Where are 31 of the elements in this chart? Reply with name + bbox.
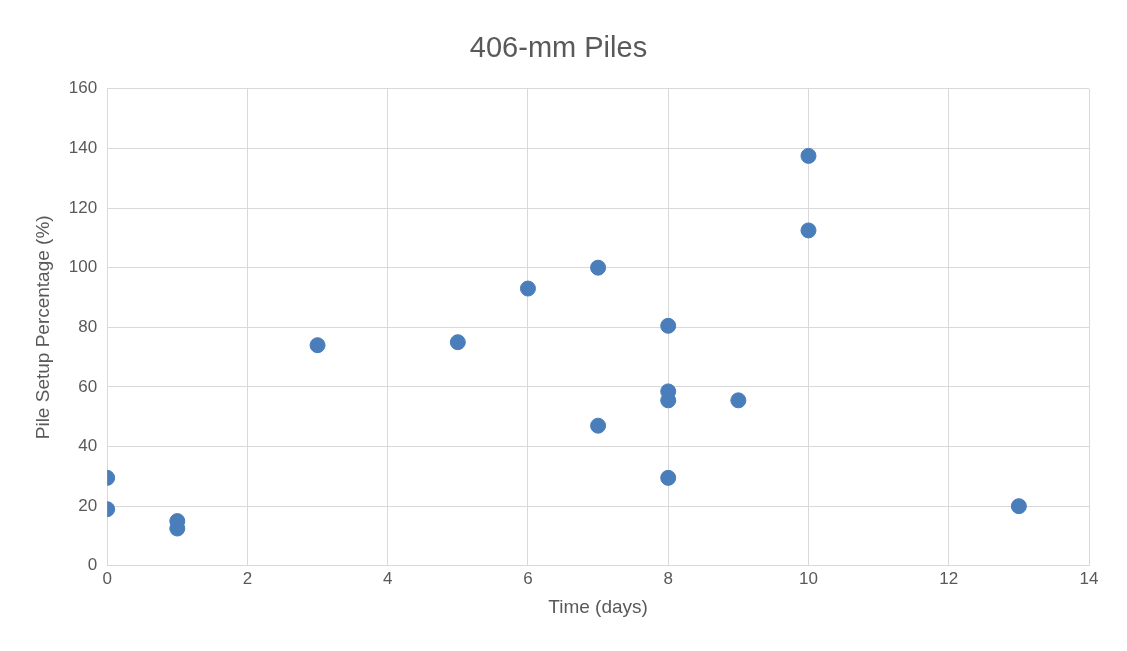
y-tick-label: 40 [78, 436, 98, 456]
x-tick-label: 4 [382, 568, 393, 588]
y-tick-label: 140 [68, 138, 98, 158]
y-tick-label: 120 [68, 197, 98, 217]
y-tick-label: 100 [68, 257, 98, 277]
x-axis-title: Time (days) [548, 595, 648, 617]
chart-title: 406-mm Piles [469, 31, 648, 64]
point [309, 337, 326, 354]
x-tick-label: 12 [939, 568, 959, 588]
point [730, 392, 747, 409]
y-axis-title: Pile Setup Percentage (%) [31, 215, 53, 440]
point [800, 222, 817, 239]
y-tick-label: 80 [78, 316, 98, 336]
y-tick-label: 20 [78, 495, 98, 515]
x-tick-label: 6 [523, 568, 533, 588]
point [590, 417, 607, 434]
x-tick-label: 10 [799, 568, 818, 588]
y-tick-label: 160 [68, 78, 98, 98]
x-tick-label: 0 [102, 568, 112, 588]
point [519, 280, 536, 297]
point [449, 334, 466, 351]
x-tick-label: 2 [242, 568, 253, 588]
point [660, 317, 677, 334]
x-tick-label: 8 [663, 568, 673, 588]
point [1010, 498, 1027, 515]
point [590, 259, 607, 276]
y-tick-label: 0 [87, 555, 98, 575]
point [660, 469, 677, 486]
x-tick-label: 14 [1079, 568, 1099, 588]
point [800, 147, 817, 164]
y-tick-label: 60 [78, 376, 98, 396]
